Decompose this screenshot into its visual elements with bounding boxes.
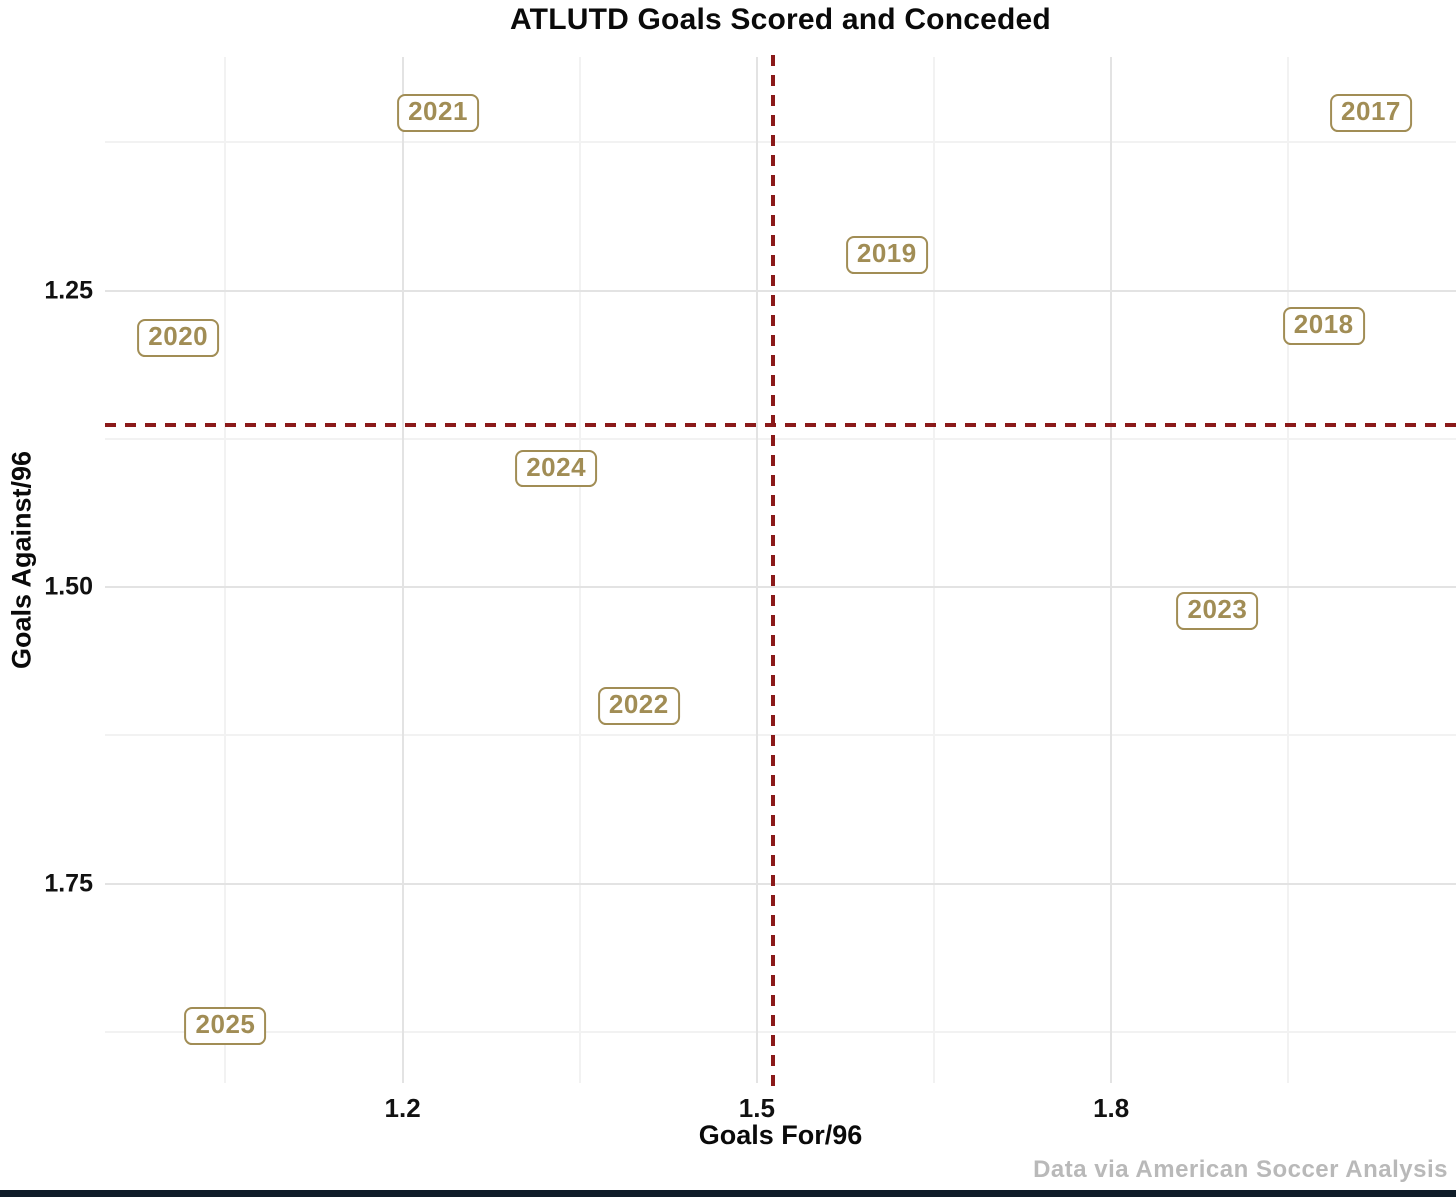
season-point-label-2019: 2019 xyxy=(845,236,928,275)
season-point-label-2020: 2020 xyxy=(137,319,220,358)
gridline-vertical-minor xyxy=(1287,57,1290,1083)
x-axis-tick-label: 1.8 xyxy=(1093,1093,1130,1123)
mean-goals-for-dashed-line xyxy=(771,55,776,1090)
gridline-horizontal-minor xyxy=(105,437,1456,440)
season-point-label-2023: 2023 xyxy=(1176,591,1259,630)
gridline-horizontal-major xyxy=(105,882,1456,885)
bottom-accent-bar xyxy=(0,1190,1456,1197)
y-axis-tick-label: 1.75 xyxy=(44,869,93,898)
season-point-label-2017: 2017 xyxy=(1330,93,1412,132)
gridline-vertical-minor xyxy=(933,57,936,1083)
gridline-vertical-major xyxy=(1110,57,1113,1083)
gridline-vertical-minor xyxy=(224,57,227,1083)
x-axis-tick-label: 1.5 xyxy=(738,1093,775,1123)
mean-goals-against-dashed-line xyxy=(105,422,1456,427)
gridline-horizontal-minor xyxy=(105,734,1456,737)
season-point-label-2018: 2018 xyxy=(1282,307,1365,346)
season-point-label-2021: 2021 xyxy=(397,93,479,132)
x-axis-title: Goals For/96 xyxy=(698,1120,863,1150)
y-axis-tick-label: 1.50 xyxy=(44,572,93,601)
season-point-label-2024: 2024 xyxy=(515,449,598,488)
gridline-horizontal-major xyxy=(105,586,1456,589)
data-source-caption: Data via American Soccer Analysis xyxy=(1033,1156,1448,1183)
gridline-vertical-major xyxy=(755,57,758,1083)
plot-area: 1.2 1.5 1.8 1.25 1.50 1.75 2017 2018 2019 2020 202… xyxy=(44,55,1456,1123)
gridline-vertical-major xyxy=(401,57,404,1083)
gridline-horizontal-major xyxy=(105,289,1456,292)
x-axis-tick-label: 1.2 xyxy=(384,1093,421,1123)
gridline-horizontal-minor xyxy=(105,1030,1456,1033)
chart-title: ATLUTD Goals Scored and Conceded xyxy=(510,3,1051,36)
y-axis-title: Goals Against/96 xyxy=(6,450,37,670)
season-point-label-2025: 2025 xyxy=(184,1007,267,1046)
gridline-vertical-minor xyxy=(578,57,581,1083)
y-axis-tick-label: 1.25 xyxy=(44,276,93,305)
gridline-horizontal-minor xyxy=(105,141,1456,144)
season-point-label-2022: 2022 xyxy=(597,686,680,725)
